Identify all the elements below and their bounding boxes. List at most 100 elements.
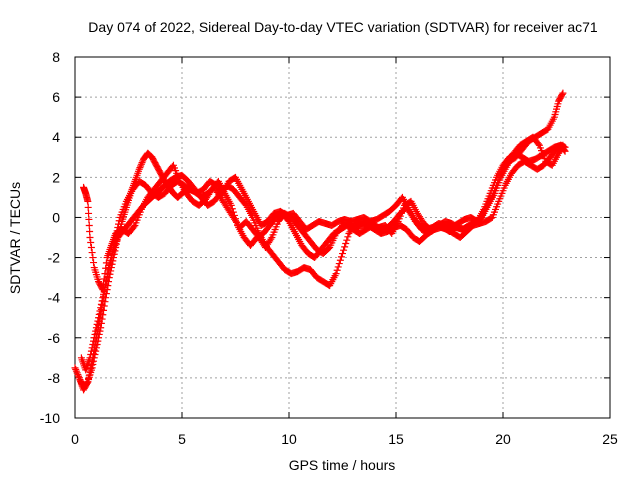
y-tick-label: -10: [40, 410, 60, 426]
data-point: [86, 227, 94, 235]
data-point: [92, 327, 100, 335]
data-point: [334, 263, 342, 271]
data-point: [90, 337, 98, 345]
data-point: [335, 260, 343, 268]
data-point: [101, 270, 109, 278]
y-tick-label: 2: [52, 169, 60, 185]
data-point: [130, 223, 138, 231]
data-point: [87, 244, 95, 252]
x-tick-label: 25: [602, 431, 618, 447]
data-point: [99, 294, 107, 302]
data-point: [84, 197, 92, 205]
x-tick-label: 20: [495, 431, 511, 447]
x-tick-label: 10: [281, 431, 297, 447]
data-point: [83, 379, 91, 387]
data-point: [99, 286, 107, 294]
data-point: [100, 275, 108, 283]
data-point: [92, 324, 100, 332]
data-point: [95, 314, 103, 322]
data-point: [339, 250, 346, 258]
data-point: [93, 320, 101, 328]
data-point: [85, 215, 93, 223]
data-point: [87, 350, 95, 358]
data-point: [98, 297, 106, 305]
series-track-a: [71, 141, 569, 392]
data-point: [88, 344, 96, 352]
data-point: [558, 90, 566, 98]
data-point: [137, 162, 145, 170]
data-point: [85, 221, 93, 229]
data-point: [72, 366, 80, 374]
data-point: [87, 347, 95, 355]
chart-title: Day 074 of 2022, Sidereal Day-to-day VTE…: [88, 19, 598, 35]
data-point: [136, 164, 144, 172]
data-point: [100, 290, 108, 298]
data-point: [72, 367, 80, 375]
data-point: [71, 364, 79, 372]
data-point: [90, 334, 98, 342]
data-point: [87, 365, 95, 373]
data-point: [342, 240, 350, 248]
series-track-b: [75, 89, 567, 394]
grid-lines: [75, 57, 610, 418]
data-point: [86, 234, 94, 241]
x-tick-label: 5: [178, 431, 186, 447]
data-point: [98, 284, 106, 292]
data-point: [137, 160, 145, 168]
data-point: [228, 205, 236, 213]
data-point: [90, 357, 98, 365]
data-point: [561, 147, 569, 155]
data-point: [230, 211, 238, 219]
data-point: [559, 141, 567, 149]
data-point: [332, 270, 340, 278]
data-point: [336, 256, 344, 264]
data-point: [88, 249, 96, 257]
data-point: [73, 369, 81, 377]
data-points: [71, 89, 569, 394]
y-tick-label: -6: [48, 330, 61, 346]
data-point: [96, 307, 104, 315]
y-tick-label: 6: [52, 89, 60, 105]
data-point: [232, 215, 239, 223]
data-point: [94, 317, 102, 325]
data-point: [75, 372, 83, 380]
data-point: [86, 354, 94, 362]
data-point: [559, 89, 567, 97]
y-tick-label: -4: [48, 290, 61, 306]
data-point: [102, 259, 110, 267]
data-point: [115, 220, 123, 228]
data-point: [91, 330, 99, 338]
data-point: [227, 201, 235, 209]
data-point: [86, 368, 94, 376]
data-point: [107, 257, 115, 265]
data-point: [558, 143, 566, 151]
data-point: [340, 246, 348, 254]
data-point: [333, 266, 341, 274]
plot-frame: [74, 56, 611, 419]
data-point: [343, 236, 351, 244]
x-tick-label: 15: [388, 431, 404, 447]
series-track-d: [80, 133, 567, 294]
data-point: [90, 259, 98, 267]
data-point: [85, 371, 93, 379]
x-tick-label: 0: [71, 431, 79, 447]
data-point: [102, 264, 110, 272]
axis-ticks: [74, 56, 611, 419]
data-point: [337, 253, 345, 261]
y-tick-label: 8: [52, 49, 60, 65]
y-tick-label: 4: [52, 129, 60, 145]
data-point: [84, 203, 92, 211]
data-point: [95, 310, 103, 318]
data-point: [85, 209, 93, 217]
data-point: [534, 140, 542, 148]
data-point: [97, 304, 105, 312]
data-point: [115, 217, 123, 225]
data-point: [341, 243, 349, 251]
data-point: [267, 235, 275, 243]
tick-labels: 0 5 10 15 20 25 -10 -8 -6 -4 -2 0 2 4 6 8: [40, 49, 618, 447]
data-point: [74, 371, 82, 379]
x-axis-label: GPS time / hours: [289, 457, 396, 473]
data-point: [84, 378, 92, 386]
data-point: [138, 159, 146, 167]
